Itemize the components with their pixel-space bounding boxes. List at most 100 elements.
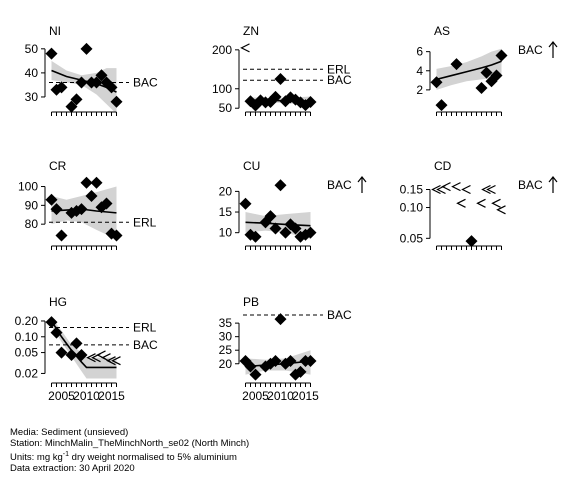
y-tick-label: 35 xyxy=(219,316,233,330)
data-point xyxy=(244,360,257,373)
bac-label: BAC xyxy=(518,43,543,57)
y-tick-label: 100 xyxy=(212,82,232,96)
panel-title-cr: CR xyxy=(49,159,67,173)
less-than-marker xyxy=(441,182,451,192)
data-point xyxy=(95,69,108,82)
ref-label-erl: ERL xyxy=(133,215,157,229)
data-point xyxy=(435,99,448,112)
data-point xyxy=(105,81,118,94)
data-point xyxy=(289,222,302,235)
footer: Media: Sediment (unsieved) Station: Minc… xyxy=(10,427,249,474)
data-point xyxy=(100,197,113,210)
less-than-marker xyxy=(486,184,496,195)
less-than-marker xyxy=(481,184,491,195)
data-point xyxy=(465,235,478,248)
up-arrow-head xyxy=(548,176,558,183)
data-point xyxy=(274,313,287,326)
panel-title-pb: PB xyxy=(243,295,259,309)
data-point xyxy=(279,226,292,239)
units-superscript: -1 xyxy=(62,451,70,458)
footer-station: Station: MinchMalin_TheMinchNorth_se02 (… xyxy=(10,438,250,449)
x-tick-label: 2005 xyxy=(242,389,269,403)
ref-label-erl: ERL xyxy=(327,62,351,76)
panel-ni: NI BAC 30 40 50 xyxy=(25,24,158,116)
panel-cu: CU 10 15 20 BAC xyxy=(219,159,367,250)
y-tick-label: 15 xyxy=(219,205,233,219)
data-point xyxy=(70,337,83,350)
ref-label-bac: BAC xyxy=(327,73,352,87)
data-point xyxy=(264,210,277,223)
ref-label-erl: ERL xyxy=(133,321,157,335)
data-point xyxy=(249,368,262,381)
data-point xyxy=(45,47,58,60)
data-point xyxy=(65,348,78,361)
y-tick-label: 30 xyxy=(219,330,233,344)
y-tick-label: 2 xyxy=(416,83,423,97)
y-tick-label: 0.20 xyxy=(15,314,39,328)
bac-label: BAC xyxy=(518,178,543,192)
data-point xyxy=(55,229,68,242)
data-point xyxy=(249,230,262,243)
less-than-marker xyxy=(86,353,96,363)
data-point xyxy=(55,81,68,94)
data-point xyxy=(75,348,88,361)
data-point xyxy=(239,197,252,210)
footer-extraction: Data extraction: 30 April 2020 xyxy=(10,463,135,475)
data-point xyxy=(490,69,503,82)
data-point xyxy=(304,95,317,108)
up-arrow-head xyxy=(357,176,367,183)
data-point xyxy=(304,355,317,368)
data-point xyxy=(80,176,93,189)
data-point xyxy=(274,179,287,192)
units-suffix: dry weight normalised to 5% aluminium xyxy=(69,452,237,464)
trend-line-as xyxy=(436,60,502,81)
y-tick-label: 0.02 xyxy=(15,366,39,380)
data-point xyxy=(45,193,58,206)
ref-label-bac: BAC xyxy=(133,338,158,352)
y-tick-label: 4 xyxy=(416,64,423,78)
y-tick-label: 0.10 xyxy=(15,330,39,344)
panel-cr: CR ERL 80 90 100 xyxy=(18,159,157,250)
data-point xyxy=(294,365,307,378)
data-point xyxy=(55,346,68,359)
data-point xyxy=(75,76,88,89)
data-point xyxy=(85,189,98,202)
panel-as: AS 2 4 6 BAC xyxy=(416,24,558,116)
less-than-marker xyxy=(451,182,461,192)
data-point xyxy=(65,100,78,113)
footer-media: Media: Sediment (unsieved) xyxy=(10,427,129,438)
data-point xyxy=(450,58,463,71)
y-tick-label: 80 xyxy=(25,217,39,231)
less-than-marker xyxy=(431,184,441,195)
data-point xyxy=(110,229,123,242)
y-tick-label: 0.10 xyxy=(400,201,424,215)
x-tick-label: 2010 xyxy=(267,389,294,403)
y-tick-label: 0.05 xyxy=(15,346,39,360)
panel-title-as: AS xyxy=(434,24,450,38)
less-than-marker xyxy=(111,356,121,366)
panel-title-hg: HG xyxy=(49,295,67,309)
data-point xyxy=(45,316,58,329)
y-tick-label: 0.15 xyxy=(400,183,424,197)
data-point xyxy=(269,355,282,368)
y-tick-label: 10 xyxy=(219,226,233,240)
y-tick-label: 50 xyxy=(25,42,39,56)
ref-label-bac: BAC xyxy=(133,76,158,90)
less-than-marker xyxy=(456,198,466,208)
y-tick-label: 90 xyxy=(25,198,39,212)
y-tick-label: 0.05 xyxy=(400,231,424,245)
less-than-marker xyxy=(491,198,501,208)
confidence-band-hg xyxy=(51,316,117,379)
data-point xyxy=(269,90,282,103)
data-point xyxy=(284,355,297,368)
y-tick-label: 30 xyxy=(25,90,39,104)
panel-title-cu: CU xyxy=(243,159,260,173)
less-than-marker xyxy=(496,205,506,215)
data-point xyxy=(430,76,443,89)
less-than-marker xyxy=(461,184,471,195)
data-point xyxy=(80,42,93,55)
